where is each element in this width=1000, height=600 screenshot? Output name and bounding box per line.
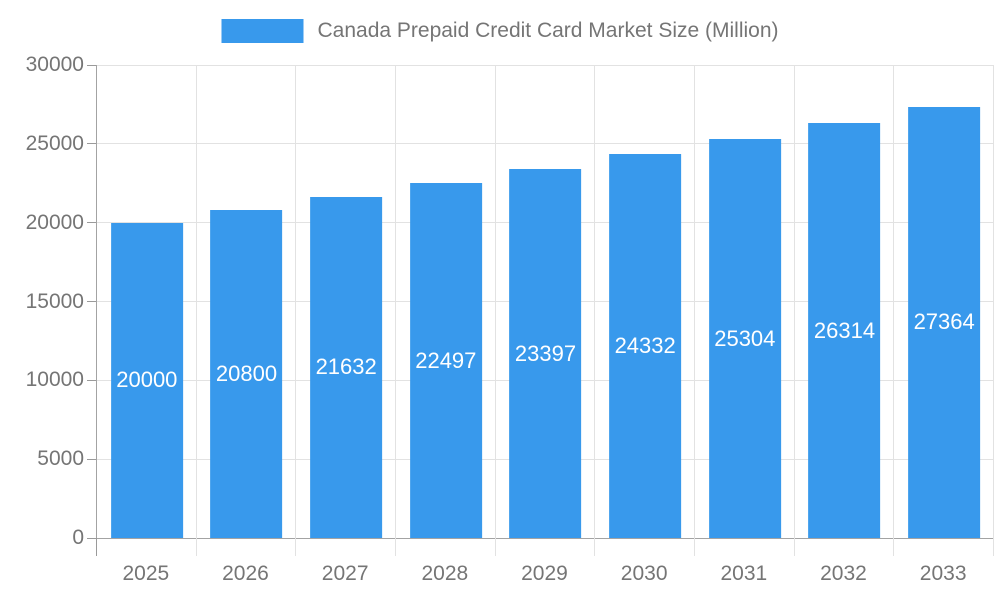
bar-column: 20000 <box>97 65 197 538</box>
v-gridline <box>394 65 396 538</box>
x-axis-tick <box>494 538 496 556</box>
bar-2025[interactable]: 20000 <box>110 222 183 538</box>
y-axis-label: 0 <box>72 526 84 549</box>
v-gridline <box>195 65 197 538</box>
bar-column: 26314 <box>795 65 895 538</box>
v-gridline <box>893 65 895 538</box>
x-axis-label: 2033 <box>919 562 967 585</box>
v-gridline <box>295 65 297 538</box>
x-axis-tick <box>394 538 396 556</box>
bar-2027[interactable]: 21632 <box>310 196 383 538</box>
y-axis-tick <box>87 143 96 145</box>
bar-value-label: 21632 <box>315 354 377 380</box>
bar-column: 21632 <box>296 65 396 538</box>
x-axis-label: 2029 <box>521 562 568 585</box>
y-axis-label: 30000 <box>25 53 84 76</box>
legend-swatch <box>221 19 304 43</box>
y-axis-tick <box>87 64 96 66</box>
v-gridline <box>693 65 695 538</box>
v-gridline <box>594 65 596 538</box>
bar-column: 27364 <box>894 65 994 538</box>
h-gridline <box>97 143 994 145</box>
y-axis-tick <box>87 537 96 539</box>
x-axis-label: 2027 <box>321 562 369 585</box>
y-axis-label: 25000 <box>25 131 84 155</box>
bar-value-label: 27364 <box>913 309 975 335</box>
v-gridline <box>793 65 795 538</box>
y-axis-label: 10000 <box>25 368 84 392</box>
bar-value-label: 24332 <box>614 333 676 359</box>
legend-label: Canada Prepaid Credit Card Market Size (… <box>317 19 779 42</box>
bar-value-label: 22497 <box>415 347 477 373</box>
x-axis-tick <box>993 538 994 556</box>
y-axis-extension-tick <box>96 538 97 556</box>
y-axis-tick <box>87 458 96 460</box>
bar-2029[interactable]: 23397 <box>509 169 582 538</box>
bar-column: 25304 <box>695 65 795 538</box>
bar-value-label: 26314 <box>813 317 876 343</box>
bar-2032[interactable]: 26314 <box>808 123 881 538</box>
bar-column: 22497 <box>396 65 496 538</box>
bar-column: 24332 <box>595 65 695 538</box>
y-axis-label: 5000 <box>37 447 84 471</box>
bar-value-label: 25304 <box>714 325 776 351</box>
bar-2030[interactable]: 24332 <box>609 154 682 538</box>
x-axis-tick <box>295 538 297 556</box>
x-axis-label: 2025 <box>122 562 170 585</box>
x-axis-tick <box>793 538 795 556</box>
legend[interactable]: Canada Prepaid Credit Card Market Size (… <box>221 19 779 43</box>
bar-value-label: 20000 <box>116 367 178 393</box>
bar-2028[interactable]: 22497 <box>409 183 482 538</box>
x-axis-tick <box>693 538 695 556</box>
y-axis-tick <box>87 379 96 381</box>
plot-area: 20000 20800 21632 22497 23397 24332 25304 26314… <box>87 64 994 556</box>
bar-2026[interactable]: 20800 <box>210 210 283 538</box>
v-gridline <box>494 65 496 538</box>
bar-2033[interactable]: 27364 <box>908 106 981 538</box>
bar-value-label: 20800 <box>215 361 278 387</box>
y-axis-label: 15000 <box>25 289 84 313</box>
x-axis-label: 2026 <box>222 562 269 585</box>
x-axis-label: 2028 <box>421 562 469 585</box>
x-axis-label: 2031 <box>720 562 768 585</box>
bar-2031[interactable]: 25304 <box>708 139 781 538</box>
bar-value-label: 23397 <box>514 340 577 366</box>
y-axis-tick <box>87 301 96 302</box>
x-axis-label: 2032 <box>820 562 867 585</box>
x-axis-tick <box>195 538 197 556</box>
x-axis-tick <box>594 538 596 556</box>
x-axis-tick <box>893 538 895 556</box>
y-axis-tick <box>87 222 96 224</box>
y-axis-label: 20000 <box>25 210 84 234</box>
x-axis-label: 2030 <box>620 562 668 585</box>
bar-column: 23397 <box>496 65 596 538</box>
v-gridline <box>993 65 994 538</box>
h-gridline <box>97 64 994 66</box>
bar-column: 20800 <box>197 65 297 538</box>
